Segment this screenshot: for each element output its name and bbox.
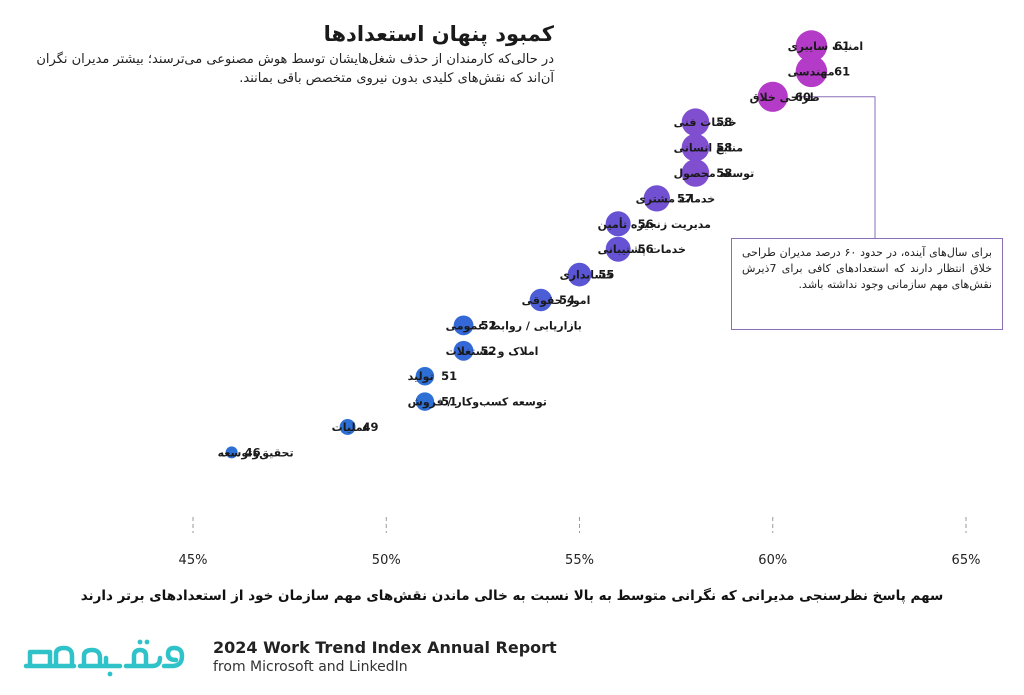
value-label: 56 (638, 242, 654, 256)
callout-line (794, 96, 876, 238)
data-point-dot (795, 55, 828, 88)
data-point-dot (681, 133, 710, 162)
data-point-dot (757, 81, 788, 112)
category-label: املاک و مستغلات (446, 345, 539, 358)
category-label: مدیریت زنجیره تأمین (598, 217, 711, 231)
category-label: توسعه محصول (674, 167, 755, 180)
data-point-dot (681, 159, 710, 187)
x-tick-label: 60% (758, 553, 787, 568)
report-subtitle: from Microsoft and LinkedIn (213, 659, 408, 675)
value-label: 61 (834, 39, 850, 53)
data-point-dot (605, 236, 631, 262)
category-label: امنیت سایبری (788, 40, 864, 53)
chart-title: کمبود پنهان استعدادها (323, 22, 554, 46)
value-label: 57 (677, 191, 693, 205)
value-label: 52 (480, 318, 496, 332)
category-label: امور حقوقی (522, 294, 591, 307)
category-label: تولید (408, 370, 434, 383)
x-tick-label: 55% (565, 553, 594, 568)
report-title: 2024 Work Trend Index Annual Report (213, 638, 557, 657)
value-label: 56 (638, 217, 654, 231)
data-point-dot (529, 288, 553, 312)
category-label: خدمات پشتیبانی (598, 243, 686, 256)
value-label: 55 (598, 268, 614, 282)
value-label: 58 (716, 166, 732, 180)
data-point: مهندسی 61 (788, 55, 850, 88)
value-label: 46 (245, 445, 261, 459)
data-point-dot (605, 211, 631, 237)
category-label: تحقیق‌وتوسعه (218, 446, 294, 459)
data-point: تولید 51 (408, 366, 457, 386)
category-label: منابع انسانی (674, 142, 743, 155)
category-label: خدمات مشتری (636, 192, 716, 205)
value-label: 54 (559, 293, 575, 307)
data-point-dot (339, 419, 356, 435)
x-tick-label: 65% (952, 553, 981, 568)
data-point-dot (453, 315, 474, 336)
category-label: طراحی خلاق (750, 91, 820, 104)
data-point-dot (795, 30, 828, 62)
category-label: بازاریابی / روابط عمومی (446, 319, 582, 332)
data-point-dot (567, 262, 592, 287)
callout-box: برای سال‌های آینده، در حدود ۶۰ درصد مدیر… (731, 238, 1003, 330)
data-point-dot (225, 446, 238, 459)
data-point-dot (643, 185, 670, 212)
data-point-dot (415, 392, 435, 411)
x-axis-caption: سهم پاسخ نظرسنجی مدیرانی که نگرانی متوسط… (80, 588, 944, 604)
value-label: 52 (480, 344, 496, 358)
x-tick-label: 50% (372, 553, 401, 568)
category-label: عملیات (332, 421, 371, 434)
value-label: 58 (716, 115, 732, 129)
brand-logo (23, 639, 185, 677)
category-label: توسعه کسب‌وکار / فروش (408, 396, 547, 409)
data-point-dot (415, 366, 435, 386)
data-point-dot (681, 108, 710, 136)
category-label: حسابداری (560, 269, 614, 282)
value-label: 51 (441, 395, 457, 409)
chart-subtitle: در حالی‌که کارمندان از حذف شغل‌هایشان تو… (36, 52, 554, 86)
callout-connector (794, 96, 876, 238)
category-label: مهندسی (788, 65, 835, 78)
category-label: خدمات فنی (674, 116, 737, 129)
value-label: 58 (716, 141, 732, 155)
value-label: 51 (441, 369, 457, 383)
value-label: 60 (795, 90, 811, 104)
axis-tick-marks (192, 517, 967, 533)
x-axis-tick-labels: 45% 50% 55% 60% 65% (179, 553, 981, 568)
data-point-dot (453, 340, 474, 361)
value-label: 61 (834, 64, 850, 78)
value-label: 49 (363, 420, 379, 434)
x-tick-label: 45% (179, 553, 208, 568)
